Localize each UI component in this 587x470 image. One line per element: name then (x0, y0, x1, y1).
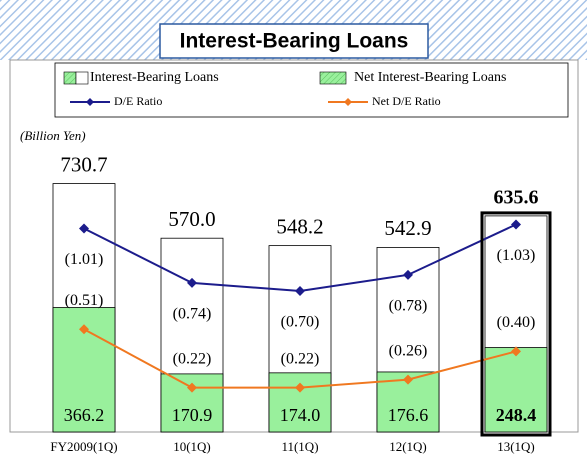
legend-swatch (319, 71, 347, 85)
marker (187, 382, 197, 393)
marker (511, 346, 521, 357)
bar-value-label: 248.4 (496, 405, 537, 425)
line-value-label: (0.40) (497, 314, 536, 331)
line-value-label: (0.22) (173, 350, 212, 367)
marker (187, 277, 197, 288)
legend-marker (86, 98, 94, 106)
legend-label: Interest-Bearing Loans (90, 70, 219, 85)
x-tick-label: 11(1Q) (281, 439, 318, 454)
bar (484, 347, 548, 433)
line-value-label: (1.03) (497, 247, 536, 264)
bar-value-label: 170.9 (172, 405, 213, 425)
bar-value-label: 366.2 (64, 405, 105, 425)
legend-label: Net Interest-Bearing Loans (354, 70, 506, 85)
x-tick-label: FY2009(1Q) (50, 439, 117, 454)
line-value-label: (1.01) (65, 251, 104, 268)
marker (403, 374, 413, 385)
legend-label: Net D/E Ratio (372, 94, 441, 108)
marker (79, 324, 89, 335)
marker (403, 269, 413, 280)
legend-marker (344, 98, 352, 106)
legend-box (54, 62, 569, 118)
line-value-label: (0.78) (389, 298, 428, 315)
bar-value-label: 548.2 (276, 214, 323, 238)
x-tick-label: 12(1Q) (389, 439, 427, 454)
marker (79, 223, 89, 234)
line-value-label: (0.51) (65, 292, 104, 309)
bar-value-label: 635.6 (494, 186, 539, 208)
line-value-label: (0.26) (389, 342, 428, 359)
x-tick-label: 13(1Q) (497, 439, 535, 454)
legend-swatch (75, 71, 89, 85)
bar-value-label: 730.7 (60, 152, 107, 176)
title-box (159, 23, 429, 59)
y-axis-label: (Billion Yen) (20, 128, 86, 143)
bar-value-label: 570.0 (168, 207, 215, 231)
marker (295, 382, 305, 393)
marker (295, 285, 305, 296)
line-value-label: (0.74) (173, 306, 212, 323)
legend-swatch (63, 71, 77, 85)
bar-value-label: 176.6 (388, 405, 429, 425)
bar-value-label: 542.9 (384, 216, 431, 240)
bar-value-label: 174.0 (280, 405, 321, 425)
legend-label: D/E Ratio (114, 94, 162, 108)
line-value-label: (0.22) (281, 350, 320, 367)
chart-title: Interest-Bearing Loans (180, 30, 409, 53)
highlight-frame (480, 211, 552, 437)
x-tick-label: 10(1Q) (173, 439, 211, 454)
line-value-label: (0.70) (281, 314, 320, 331)
marker (511, 219, 521, 230)
